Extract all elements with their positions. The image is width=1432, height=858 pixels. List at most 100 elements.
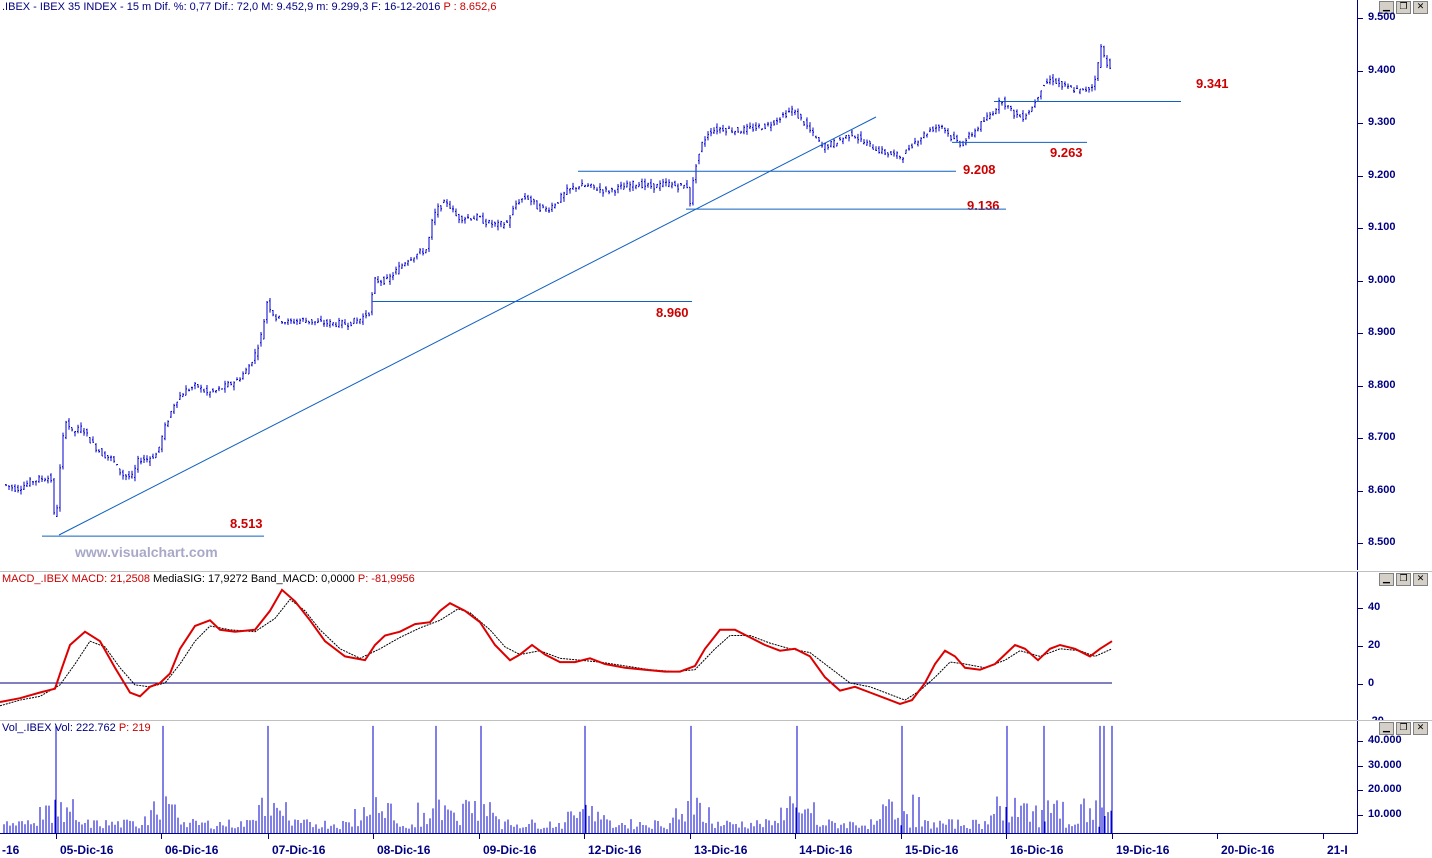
price-tick-mark — [1358, 385, 1363, 387]
price-tick-mark — [1358, 280, 1363, 282]
chart-canvas[interactable] — [0, 0, 1357, 857]
time-axis-label: -16 — [2, 843, 20, 857]
macd-tick-mark — [1358, 608, 1363, 609]
time-axis-tick — [795, 834, 796, 839]
macd-pane[interactable]: MACD_.IBEX MACD: 21,2508 MediaSIG: 17,92… — [0, 571, 1432, 727]
time-axis-tick — [584, 834, 585, 839]
trend-line — [58, 116, 877, 536]
volume-y-axis: 40.000 30.000 20.000 10.000 — [1357, 721, 1402, 834]
level-label-9341: 9.341 — [1196, 76, 1229, 91]
price-tick-mark — [1358, 18, 1363, 19]
time-axis-label: 05-Dic-16 — [60, 843, 114, 857]
time-axis-tick — [479, 834, 480, 839]
volume-pane[interactable]: Vol_.IBEX Vol: 222.762 P: 219 ▁ ❐ ✕ 40.0… — [0, 720, 1432, 834]
minimize-button[interactable]: ▁ — [1379, 573, 1394, 586]
price-pane-header: .IBEX - IBEX 35 INDEX - 15 m Dif. %: 0,7… — [2, 0, 496, 14]
price-tick-label: 9.000 — [1368, 273, 1396, 286]
time-axis-label: 14-Dic-16 — [799, 843, 853, 857]
macd-tick-label: 40 — [1368, 601, 1381, 613]
price-tick-label: 8.500 — [1368, 536, 1396, 548]
watermark: www.visualchart.com — [75, 544, 218, 560]
time-axis-label: 09-Dic-16 — [483, 843, 537, 857]
time-axis-label: 07-Dic-16 — [272, 843, 326, 857]
level-label-9263: 9.263 — [1050, 145, 1083, 160]
price-tick-label: 9.200 — [1368, 168, 1396, 181]
symbol-label: .IBEX - IBEX 35 INDEX - — [2, 1, 127, 13]
price-window-buttons: ▁ ❐ ✕ — [1379, 1, 1428, 14]
macd-signal-line — [0, 598, 1113, 707]
minimize-button[interactable]: ▁ — [1379, 722, 1394, 735]
price-tick-label: 8.800 — [1368, 378, 1396, 391]
level-label-9208: 9.208 — [963, 162, 996, 177]
price-tick-mark — [1358, 123, 1363, 124]
macd-name: MACD_.IBEX MACD: 21,2508 — [2, 573, 150, 585]
macd-tick-mark — [1358, 684, 1363, 685]
price-y-axis: 9.500 9.400 9.300 9.200 9.100 9.000 8.900 8.800… — [1357, 0, 1396, 570]
volume-tick-mark — [1358, 741, 1363, 742]
vol-name: Vol_.IBEX Vol: 222.762 — [2, 722, 119, 734]
macd-p-value: P: -81,9956 — [357, 573, 415, 585]
minimize-button[interactable]: ▁ — [1379, 1, 1394, 14]
volume-tick-label: 40.000 — [1368, 734, 1402, 746]
price-tick-label: 8.900 — [1368, 326, 1396, 338]
macd-pane-header: MACD_.IBEX MACD: 21,2508 MediaSIG: 17,92… — [2, 572, 415, 586]
volume-tick-mark — [1358, 765, 1363, 767]
time-axis-label: 19-Dic-16 — [1116, 843, 1170, 857]
restore-button[interactable]: ❐ — [1396, 1, 1411, 14]
close-button[interactable]: ✕ — [1413, 573, 1428, 586]
close-button[interactable]: ✕ — [1413, 1, 1428, 14]
time-axis-label: 06-Dic-16 — [165, 843, 219, 857]
price-tick-mark — [1358, 490, 1363, 492]
time-axis-label: 12-Dic-16 — [588, 843, 642, 857]
price-tick-mark — [1358, 228, 1363, 229]
time-axis-tick — [268, 834, 269, 839]
restore-button[interactable]: ❐ — [1396, 573, 1411, 586]
time-axis-label: 15-Dic-16 — [905, 843, 959, 857]
price-tick-label: 8.600 — [1368, 483, 1396, 496]
time-axis-tick — [161, 834, 162, 839]
time-axis: -16 05-Dic-16 06-Dic-16 07-Dic-16 08-Dic-16 0… — [0, 833, 1357, 858]
price-tick-mark — [1358, 175, 1363, 177]
time-axis-label: 08-Dic-16 — [377, 843, 431, 857]
macd-sig: MediaSIG: 17,9272 Band_MACD: 0,0000 — [149, 573, 358, 585]
price-tick-label: 9.400 — [1368, 63, 1396, 76]
volume-tick-mark — [1358, 814, 1363, 816]
price-pane[interactable]: .IBEX - IBEX 35 INDEX - 15 m Dif. %: 0,7… — [0, 0, 1432, 570]
price-tick-mark — [1358, 438, 1363, 439]
volume-tick-label: 10.000 — [1368, 807, 1402, 820]
price-tick-mark — [1358, 333, 1363, 334]
close-button[interactable]: ✕ — [1413, 722, 1428, 735]
volume-tick-label: 30.000 — [1368, 758, 1402, 771]
volume-tick-label: 20.000 — [1368, 783, 1402, 795]
time-axis-tick — [690, 834, 691, 839]
level-label-8960: 8.960 — [656, 305, 689, 320]
price-tick-label: 9.100 — [1368, 221, 1396, 233]
macd-tick-label: 0 — [1368, 677, 1375, 689]
macd-tick-mark — [1358, 646, 1363, 647]
restore-button[interactable]: ❐ — [1396, 722, 1411, 735]
volume-window-buttons: ▁ ❐ ✕ — [1379, 722, 1428, 735]
price-tick-label: 8.700 — [1368, 431, 1396, 443]
macd-line — [0, 588, 1113, 705]
price-tick-mark — [1358, 70, 1363, 72]
price-p-value: P : 8.652,6 — [443, 1, 497, 13]
volume-pane-header: Vol_.IBEX Vol: 222.762 P: 219 — [2, 721, 151, 735]
time-axis-tick — [1323, 834, 1324, 839]
price-tick-mark — [1358, 543, 1363, 544]
time-axis-label: 21-I — [1327, 843, 1348, 857]
level-label-8513: 8.513 — [230, 516, 263, 531]
volume-tick-mark — [1358, 790, 1363, 791]
time-axis-label: 16-Dic-16 — [1010, 843, 1064, 857]
time-axis-label: 20-Dic-16 — [1221, 843, 1275, 857]
vol-p-value: P: 219 — [118, 722, 151, 734]
time-axis-tick — [373, 834, 374, 839]
time-axis-label: 13-Dic-16 — [694, 843, 748, 857]
time-axis-tick — [901, 834, 902, 839]
macd-window-buttons: ▁ ❐ ✕ — [1379, 573, 1428, 586]
time-axis-tick — [1112, 834, 1113, 839]
price-tick-label: 9.300 — [1368, 116, 1396, 128]
price-info: 15 m Dif. %: 0,77 Dif.: 72,0 M: 9.452,9 … — [126, 1, 444, 13]
time-axis-tick — [56, 834, 57, 839]
time-axis-tick — [1217, 834, 1218, 839]
